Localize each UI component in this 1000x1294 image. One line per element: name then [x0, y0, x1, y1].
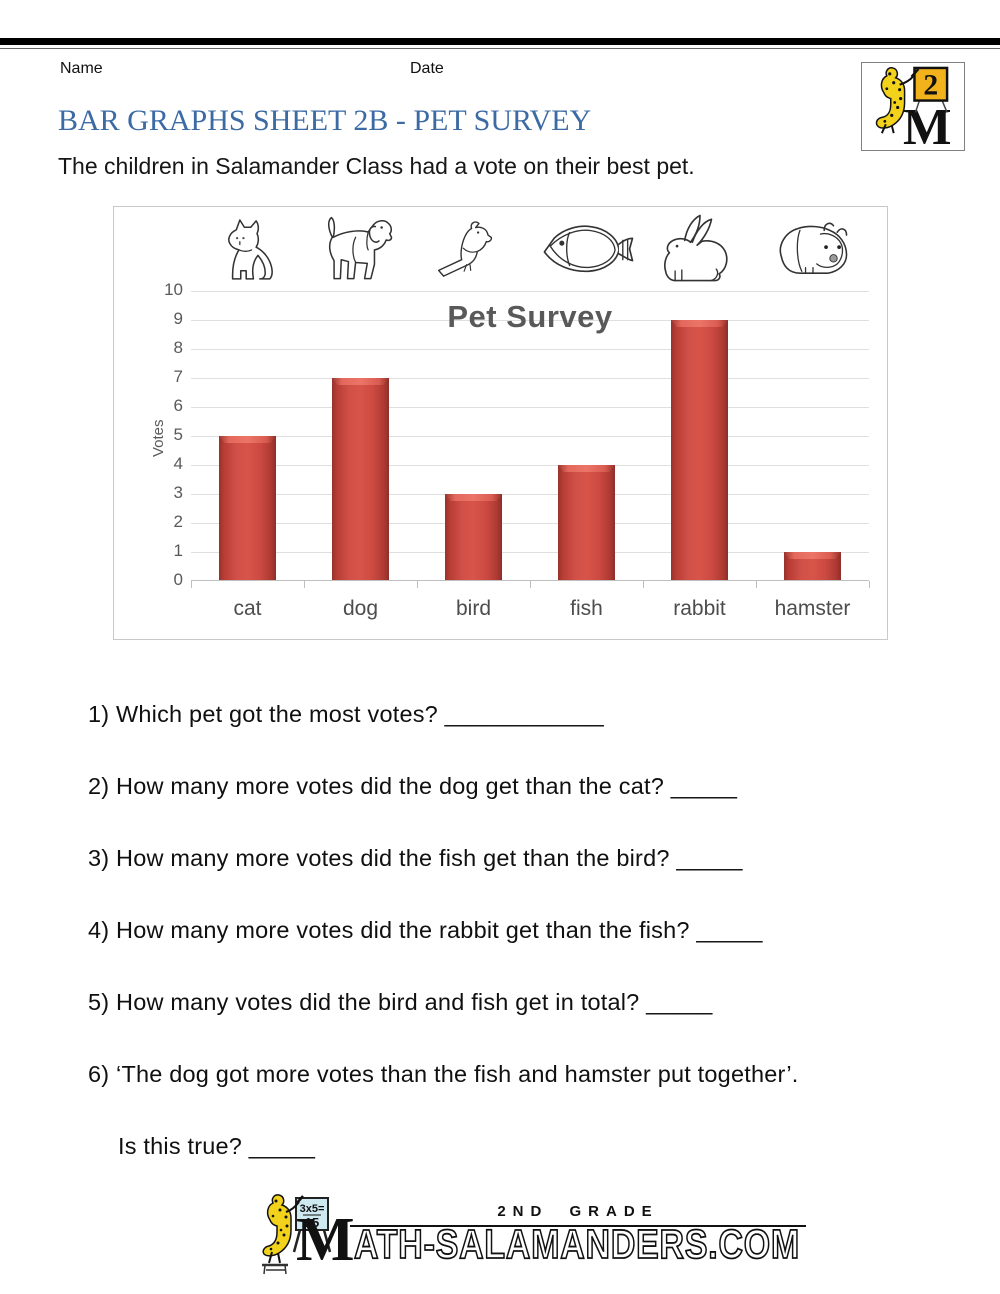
question-6: 6) ‘The dog got more votes than the fish… [88, 1061, 799, 1087]
grade-tile [913, 66, 949, 102]
y-axis-title: Votes [150, 419, 167, 457]
name-label: Name [60, 60, 103, 77]
fish-bar [558, 465, 615, 581]
chart-title: Pet Survey [447, 299, 613, 334]
x-label-cat: cat [233, 597, 262, 620]
footer-divider-line [350, 1225, 806, 1227]
y-tick-label: 1 [173, 541, 183, 560]
rabbit-icon [663, 214, 728, 282]
grade-logo-box: M 2 [861, 62, 965, 156]
footer-salamander-easel-icon: 3x5= 15 [256, 1186, 336, 1281]
cat-icon [227, 219, 273, 280]
x-axis-tick [530, 581, 531, 588]
rabbit-bar [671, 320, 728, 581]
footer-grade-text: 2ND GRADE [497, 1203, 659, 1220]
top-border-bar [0, 38, 1000, 45]
animal-icons-row [191, 209, 869, 289]
y-tick-label: 3 [173, 483, 183, 502]
top-border-thin-line [0, 48, 1000, 49]
x-axis-tick [869, 581, 870, 588]
x-axis-tick [756, 581, 757, 588]
board-answer: 15 [305, 1215, 319, 1230]
x-label-hamster: hamster [774, 597, 851, 620]
y-tick-label: 2 [173, 512, 183, 531]
board-equation: 3x5= [300, 1203, 325, 1215]
gridline [191, 436, 869, 437]
gridline [191, 349, 869, 350]
x-axis-tick [191, 581, 192, 588]
y-tick-label: 7 [173, 367, 183, 386]
bar-chart: 0 1 2 3 4 5 6 7 8 9 10 Votes Pet Survey cat dog bird… [113, 206, 888, 640]
math-board [295, 1197, 329, 1231]
y-tick-label: 0 [173, 570, 183, 589]
gridline [191, 407, 869, 408]
page-title: BAR GRAPHS SHEET 2B - PET SURVEY [58, 104, 592, 137]
y-axis: 0 1 2 3 4 5 6 7 8 9 10 [114, 280, 183, 589]
question-5: 5) How many votes did the bird and fish … [88, 989, 713, 1015]
gridline [191, 494, 869, 495]
dog-bar [332, 378, 389, 581]
x-label-dog: dog [342, 597, 379, 620]
x-label-rabbit: rabbit [673, 597, 726, 620]
date-label: Date [410, 60, 444, 77]
wordmark-initial-m: M [296, 1206, 355, 1266]
gridline [191, 291, 869, 292]
salamander-grade-logo-icon: M 2 [875, 66, 952, 156]
y-tick-label: 8 [173, 338, 183, 357]
x-axis-tick [643, 581, 644, 588]
logo-letter-m: M [903, 99, 952, 148]
grade-number: 2 [923, 70, 938, 102]
y-tick-label: 6 [173, 396, 183, 415]
page-subtitle: The children in Salamander Class had a v… [58, 153, 695, 179]
gridline [191, 523, 869, 524]
cat-bar [218, 436, 276, 581]
question-3: 3) How many more votes did the fish get … [88, 845, 743, 871]
question-4: 4) How many more votes did the rabbit ge… [88, 917, 763, 943]
y-tick-label: 5 [173, 425, 183, 444]
dog-icon [327, 216, 392, 280]
wordmark-rest: ATH-SALAMANDERS.COM [354, 1221, 800, 1266]
hamster-bar [784, 552, 841, 581]
question-1: 1) Which pet got the most votes? _______… [88, 701, 604, 727]
hamster-icon [779, 222, 847, 275]
y-tick-label: 10 [164, 280, 183, 299]
fish-icon [543, 225, 633, 273]
gridline [191, 378, 869, 379]
gridline [191, 552, 869, 553]
x-label-fish: fish [570, 597, 603, 620]
site-wordmark: M ATH-SALAMANDERS.COM [294, 1200, 814, 1274]
question-2: 2) How many more votes did the dog get t… [88, 773, 738, 799]
x-axis-line [191, 580, 869, 581]
x-axis-labels: cat dog bird fish rabbit hamster [191, 597, 869, 621]
x-axis-tick [417, 581, 418, 588]
plot-area: Pet Survey [191, 291, 870, 588]
bird-bar [445, 494, 502, 581]
gridline [191, 320, 869, 321]
questions-list: 1) Which pet got the most votes? _______… [88, 700, 968, 1204]
y-tick-label: 9 [173, 309, 183, 328]
bird-icon [437, 221, 492, 277]
x-label-bird: bird [455, 597, 492, 620]
question-6-followup: Is this true? _____ [118, 1133, 316, 1159]
gridline [191, 465, 869, 466]
x-axis-tick [304, 581, 305, 588]
y-tick-label: 4 [173, 454, 183, 473]
